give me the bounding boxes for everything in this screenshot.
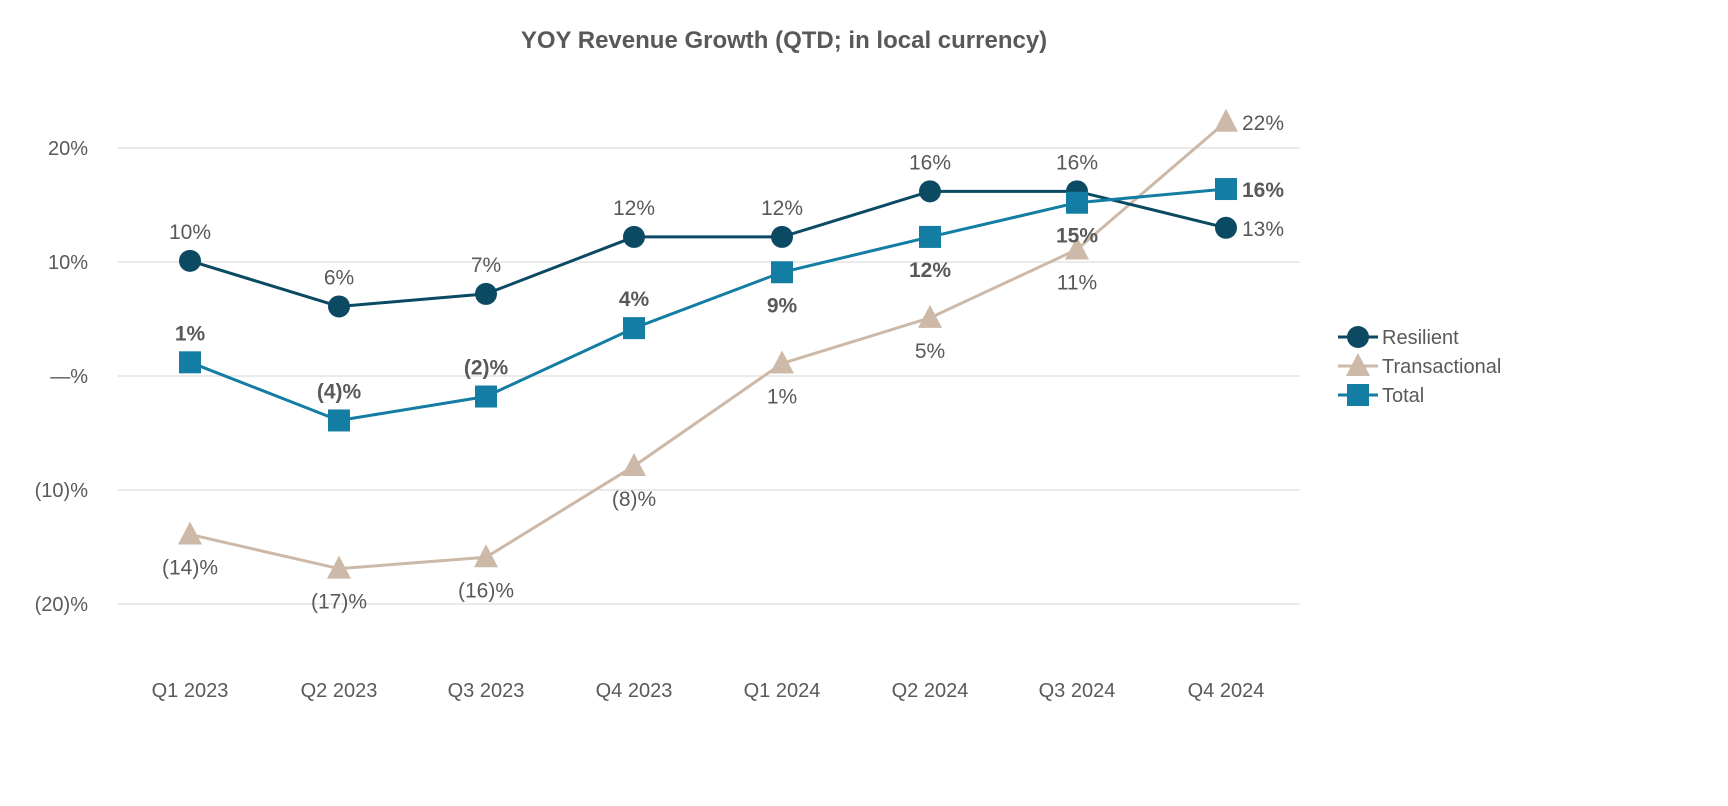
data-label: 1%: [767, 385, 797, 408]
x-tick-label: Q3 2024: [1039, 680, 1116, 702]
data-point: [918, 304, 942, 328]
data-label: 10%: [169, 221, 211, 244]
data-label: (8)%: [612, 488, 656, 511]
data-point: [474, 544, 498, 568]
data-point: [178, 521, 202, 545]
legend-item-total: Total: [1338, 384, 1424, 407]
data-point: [328, 409, 350, 432]
x-tick-label: Q1 2023: [152, 680, 229, 702]
data-point: [179, 351, 201, 374]
data-label: 22%: [1242, 112, 1284, 135]
data-label: (2)%: [464, 357, 509, 380]
legend-item-transactional: Transactional: [1338, 353, 1501, 378]
data-point: [179, 249, 201, 272]
legend-label: Total: [1382, 385, 1424, 407]
data-label: 16%: [1056, 151, 1098, 174]
data-point: [770, 350, 794, 374]
data-label: 15%: [1056, 225, 1098, 248]
square-icon: [1347, 384, 1369, 406]
x-tick-label: Q1 2024: [744, 680, 821, 702]
data-point: [919, 225, 941, 248]
data-point: [1215, 178, 1237, 201]
data-point: [1065, 236, 1089, 260]
data-label: 9%: [767, 294, 798, 317]
data-label: 1%: [175, 322, 206, 345]
triangle-icon: [1346, 353, 1370, 376]
y-tick-label: 20%: [48, 138, 88, 160]
series-line: [189, 187, 1227, 423]
data-point: [771, 261, 793, 284]
data-label: 12%: [909, 259, 951, 282]
x-tick-label: Q2 2024: [892, 680, 969, 702]
data-point: [623, 317, 645, 340]
data-point: [919, 180, 941, 203]
x-tick-label: Q3 2023: [448, 680, 525, 702]
data-label: 5%: [915, 340, 945, 363]
x-tick-label: Q4 2024: [1188, 680, 1265, 702]
chart-title: YOY Revenue Growth (QTD; in local curren…: [521, 27, 1047, 54]
circle-icon: [1347, 326, 1369, 348]
data-label: 4%: [619, 288, 650, 311]
series-transactional: [178, 108, 1238, 579]
data-point: [1215, 216, 1237, 239]
data-label: 12%: [761, 197, 803, 220]
data-label: 16%: [1242, 179, 1284, 202]
legend-label: Resilient: [1382, 327, 1459, 349]
x-tick-label: Q4 2023: [596, 680, 673, 702]
legend-label: Transactional: [1382, 356, 1501, 378]
x-tick-label: Q2 2023: [301, 680, 378, 702]
data-label: (14)%: [162, 556, 218, 579]
y-tick-label: —%: [50, 366, 88, 388]
data-point: [475, 385, 497, 408]
data-label: 6%: [324, 266, 354, 289]
data-label: 7%: [471, 254, 501, 277]
data-point: [1066, 191, 1088, 214]
series-line: [189, 189, 1227, 308]
data-label: 16%: [909, 151, 951, 174]
data-point: [327, 555, 351, 579]
data-point: [475, 282, 497, 305]
data-point: [622, 453, 646, 477]
data-label: (17)%: [311, 591, 367, 614]
data-point: [328, 295, 350, 318]
data-label: 12%: [613, 197, 655, 220]
data-label: 13%: [1242, 218, 1284, 241]
data-point: [1214, 108, 1238, 132]
series-line: [189, 120, 1227, 571]
data-point: [623, 225, 645, 248]
data-label: 11%: [1057, 271, 1097, 294]
y-tick-label: (10)%: [35, 480, 89, 502]
legend: Resilient Transactional Total: [1338, 326, 1501, 407]
data-label: (4)%: [317, 380, 362, 403]
y-tick-label: (20)%: [35, 594, 89, 616]
series-total: [179, 178, 1237, 432]
data-label: (16)%: [458, 579, 514, 602]
y-tick-label: 10%: [48, 252, 88, 274]
data-point: [771, 225, 793, 248]
legend-item-resilient: Resilient: [1338, 326, 1459, 349]
series-resilient: [179, 180, 1237, 318]
